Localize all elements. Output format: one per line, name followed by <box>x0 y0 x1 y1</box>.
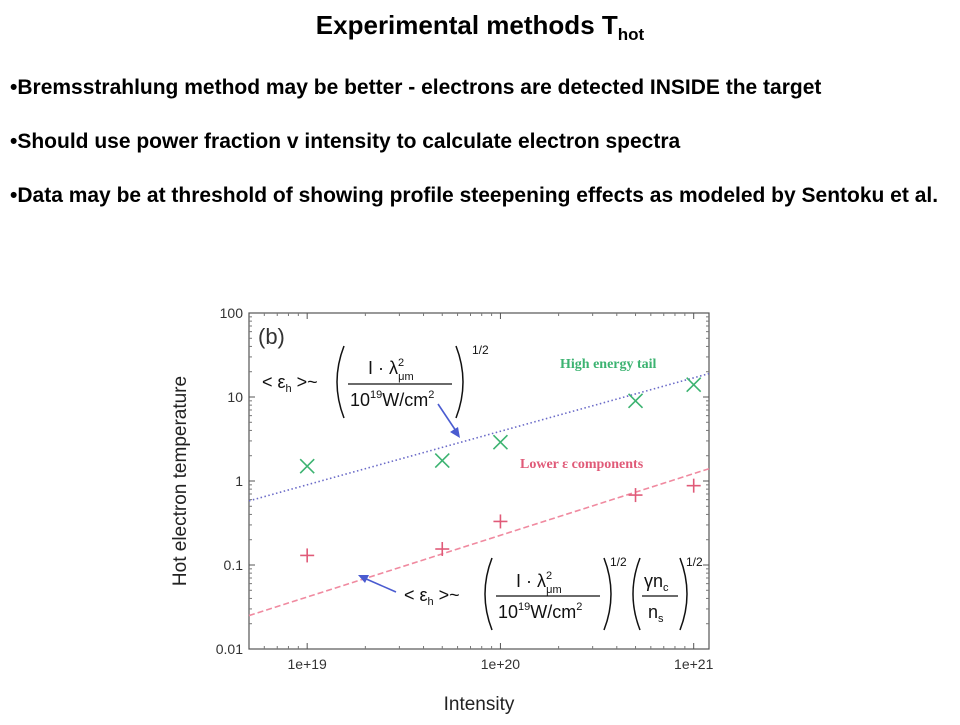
y-tick-label: 10 <box>227 389 243 405</box>
arrow-lower-head <box>358 575 369 583</box>
x-tick-label: 1e+20 <box>481 656 521 672</box>
formula-upper-lhs: < ε <box>262 372 286 392</box>
formula-lower-left-paren <box>484 557 493 631</box>
cross-marker <box>492 434 509 450</box>
formula-lower-lhs-sub: h <box>428 596 434 608</box>
formula-upper-left-paren <box>336 345 345 419</box>
formula-lower-numerator: I · λ <box>516 571 546 591</box>
formula-lower: < εh >~ I · λ2 μm 1019W/cm2 1/2 γnc ns 1/… <box>404 555 703 631</box>
arrow-upper <box>437 403 459 435</box>
plus-marker <box>435 542 450 557</box>
plus-marker <box>686 478 701 493</box>
formula-lower-left-paren-2 <box>632 557 641 631</box>
y-axis-label: Hot electron temperature <box>170 376 191 586</box>
plus-marker <box>300 548 315 563</box>
formula-lower-right-paren <box>603 557 612 631</box>
formula-lower-rel: >~ <box>434 585 460 605</box>
formula-lower-numerator-2: γn <box>644 571 663 591</box>
arrow-upper-head <box>450 427 460 438</box>
slide-title-subscript: hot <box>617 25 645 44</box>
x-tick-label: 1e+19 <box>288 656 328 672</box>
cross-marker <box>299 458 315 474</box>
formula-lower-denominator: 10 <box>498 602 518 622</box>
formula-lower-numerator-2-sub: c <box>663 582 669 594</box>
svg-text:< εh >~: < εh >~ <box>404 585 460 608</box>
formula-lower-right-paren-2 <box>679 557 688 631</box>
y-tick-label: 100 <box>220 305 244 321</box>
formula-upper-right-paren <box>455 345 464 419</box>
marker-layer <box>299 377 702 563</box>
x-axis-label: Intensity <box>444 694 515 715</box>
bullet-item: •Bremsstrahlung method may be better - e… <box>10 76 822 99</box>
y-tick-label: 0.1 <box>224 557 244 573</box>
formula-upper-lhs-sub: h <box>286 383 292 395</box>
svg-text:1019W/cm2: 1019W/cm2 <box>498 601 582 622</box>
bullet-item: •Data may be at threshold of showing pro… <box>10 184 939 207</box>
bullet-item: •Should use power fraction v intensity t… <box>10 130 681 153</box>
legend-lower-components: Lower ε components <box>520 457 644 472</box>
formula-lower-denominator-unit-sup: 2 <box>576 601 582 613</box>
formula-upper-denominator-unit-sup: 2 <box>428 389 434 401</box>
y-tick-label: 0.01 <box>216 641 243 657</box>
formula-upper-denominator-unit: W/cm <box>382 390 428 410</box>
formula-upper-numerator-sup: 2 <box>398 357 404 369</box>
svg-text:1019W/cm2: 1019W/cm2 <box>350 389 434 410</box>
formula-lower-numerator-sup: 2 <box>546 570 552 582</box>
formula-upper: < εh >~ I · λ2 μm 1019W/cm2 1/2 <box>262 343 489 419</box>
formula-upper-numerator-sub: μm <box>398 371 414 383</box>
legend-high-energy-tail: High energy tail <box>560 357 657 372</box>
formula-lower-denominator-2-sub: s <box>658 613 664 625</box>
arrow-lower <box>363 577 397 593</box>
chart-figure: 0.01 0.1 1 10 100 1e+19 1e+20 1e+21 (b) High en… <box>150 296 730 720</box>
chart-svg: 0.01 0.1 1 10 100 1e+19 1e+20 1e+21 (b) High en… <box>170 305 714 715</box>
formula-upper-power: 1/2 <box>472 343 489 357</box>
tick-layer: 0.01 0.1 1 10 100 1e+19 1e+20 1e+21 <box>216 305 714 672</box>
cross-marker <box>627 393 644 409</box>
formula-upper-rel: >~ <box>292 372 318 392</box>
formula-lower-lhs: < ε <box>404 585 428 605</box>
formula-lower-numerator-sub: μm <box>546 584 562 596</box>
slide-title-main: Experimental methods T <box>315 10 618 40</box>
formula-lower-power-2: 1/2 <box>686 555 703 569</box>
x-tick-label: 1e+21 <box>674 656 714 672</box>
slide-title: Experimental methods Thot <box>0 10 960 45</box>
plus-marker <box>628 488 643 503</box>
y-tick-label: 1 <box>235 473 243 489</box>
formula-upper-denominator-sup: 19 <box>370 389 382 401</box>
svg-text:< εh >~: < εh >~ <box>262 372 318 395</box>
cross-marker <box>434 453 450 469</box>
formula-lower-denominator-2: n <box>648 602 658 622</box>
cross-marker <box>686 377 702 393</box>
svg-text:ns: ns <box>648 602 664 625</box>
panel-label: (b) <box>258 324 285 349</box>
bullet-list: •Bremsstrahlung method may be better - e… <box>10 74 940 236</box>
formula-upper-denominator: 10 <box>350 390 370 410</box>
formula-lower-power: 1/2 <box>610 555 627 569</box>
formula-lower-denominator-unit: W/cm <box>530 602 576 622</box>
svg-text:γnc: γnc <box>644 571 669 594</box>
plus-marker <box>493 514 508 529</box>
formula-lower-denominator-sup: 19 <box>518 601 530 613</box>
formula-upper-numerator: I · λ <box>368 358 398 378</box>
